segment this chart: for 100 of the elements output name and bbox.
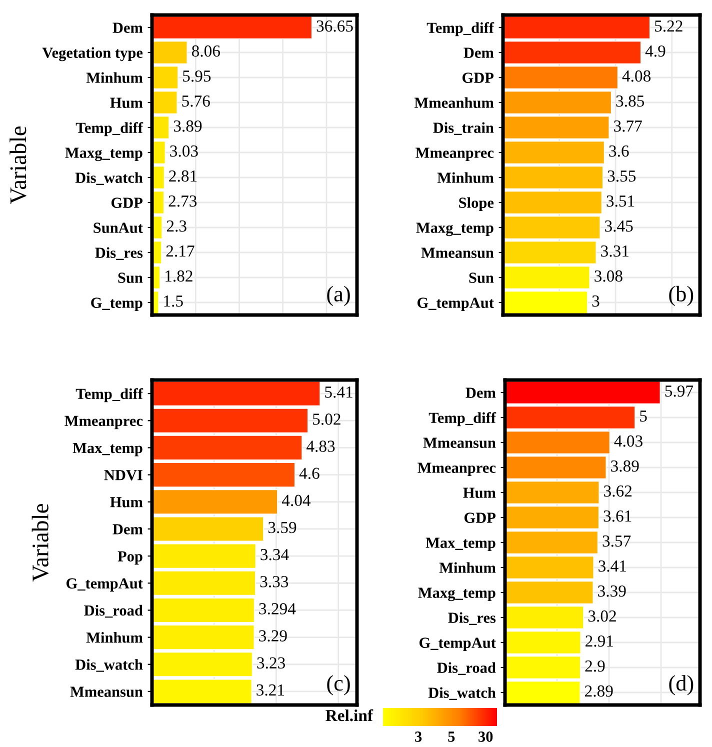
data-label: 3.39 <box>598 585 626 597</box>
bar <box>505 380 661 404</box>
data-label: 5.41 <box>325 386 352 398</box>
bar <box>152 16 312 40</box>
y-tick-label: Mmeanhum <box>414 97 494 108</box>
bar <box>503 266 590 290</box>
y-tick-label: G_tempAut <box>417 298 494 312</box>
data-label: 4.83 <box>306 440 335 452</box>
data-label: 3.85 <box>616 95 644 107</box>
y-tick-label: Temp_diff <box>76 388 144 402</box>
data-label: 3.31 <box>601 245 628 257</box>
bar <box>152 543 256 569</box>
data-label: 4.04 <box>282 494 311 506</box>
data-label: 3.57 <box>602 535 631 547</box>
data-label: 2.17 <box>166 245 194 257</box>
y-tick-label: Mmeanprec <box>416 148 494 162</box>
y-tick-label: Maxg_temp <box>416 222 494 236</box>
y-tick-label: Hum <box>463 488 496 498</box>
annotation: (c) <box>327 675 350 696</box>
annotation: (a) <box>327 286 350 306</box>
data-label: 3.77 <box>614 120 642 132</box>
bar <box>503 290 588 314</box>
bar <box>505 480 600 504</box>
data-label: 3.21 <box>256 684 284 696</box>
y-tick-label: Mmeansun <box>421 248 494 258</box>
data-label: 3.02 <box>588 610 616 622</box>
y-tick-label: G_tempAut <box>419 638 496 652</box>
text: 30 <box>478 732 493 742</box>
y-tick-label: Temp_diff <box>76 122 144 136</box>
y-tick-label: Dem <box>112 524 143 534</box>
data-label: 2.91 <box>586 635 613 647</box>
y-tick-label: GDP <box>111 198 143 208</box>
data-label: 3.61 <box>604 510 632 522</box>
y-tick-label: Dis_watch <box>428 687 496 700</box>
data-label: 3.33 <box>260 576 288 588</box>
data-label: 5.22 <box>655 20 682 32</box>
y-tick-label: Dis_watch <box>75 659 143 672</box>
bar <box>503 66 618 90</box>
y-tick-label: Sun <box>469 272 494 283</box>
bar <box>152 408 308 434</box>
data-label: 4.9 <box>645 45 666 57</box>
data-label: 3 <box>592 295 600 307</box>
data-label: 3.55 <box>608 170 636 182</box>
data-label: 3.89 <box>174 120 202 132</box>
y-tick-label: Sun <box>118 272 143 283</box>
bar <box>505 530 598 554</box>
y-axis-title: Variable <box>32 504 49 582</box>
y-tick-label: Temp_diff <box>426 22 494 36</box>
bar <box>152 116 170 140</box>
y-tick-label: Dem <box>464 48 494 58</box>
y-tick-label: Maxg_temp <box>65 148 142 162</box>
bar <box>503 216 601 240</box>
y-tick-label: Dis_res <box>95 247 143 260</box>
bar <box>152 570 256 596</box>
y-tick-label: Pop <box>118 551 142 565</box>
data-label: 3.59 <box>268 522 296 534</box>
bar <box>505 680 581 704</box>
bar <box>152 380 320 406</box>
y-axis-title: Variable <box>10 126 26 204</box>
bar <box>505 656 581 680</box>
data-label: 3.34 <box>260 549 289 560</box>
bar <box>503 40 642 64</box>
y-tick-label: Max_temp <box>72 443 142 456</box>
data-label: 2.3 <box>166 220 186 232</box>
y-tick-label: GDP <box>464 512 496 523</box>
y-tick-label: GDP <box>462 72 494 83</box>
bar <box>152 516 264 542</box>
data-label: 3.51 <box>606 195 634 207</box>
data-label: 5.97 <box>665 385 694 397</box>
y-tick-label: Temp_diff <box>428 412 496 426</box>
bar <box>505 556 594 580</box>
bar <box>503 140 605 164</box>
bar <box>505 506 600 530</box>
y-tick-label: G_temp <box>91 298 142 312</box>
y-tick-label: Dis_watch <box>75 172 143 185</box>
bar <box>152 678 252 704</box>
data-label: 1.82 <box>166 270 192 282</box>
y-tick-label: Hum <box>110 497 143 508</box>
y-tick-label: Mmeansun <box>70 686 143 697</box>
data-label: 3.45 <box>605 220 633 232</box>
y-tick-label: Maxg_temp <box>418 588 496 602</box>
annotation: (d) <box>669 675 694 696</box>
y-tick-label: Dis_road <box>437 662 496 675</box>
y-tick-label: Dem <box>112 22 143 33</box>
data-label: 36.65 <box>316 20 353 32</box>
data-label: 4.03 <box>614 435 642 447</box>
y-tick-label: Dis_train <box>433 122 494 135</box>
bar <box>503 116 610 140</box>
y-tick-label: Minhum <box>86 632 143 643</box>
data-label: 3.03 <box>170 145 198 157</box>
data-label: 3.23 <box>257 657 286 669</box>
data-label: 5 <box>640 410 647 422</box>
bar <box>505 406 636 430</box>
bar <box>503 240 597 264</box>
y-tick-label: Max_temp <box>426 538 496 552</box>
data-label: 3.6 <box>609 145 629 157</box>
data-label: 2.81 <box>169 170 197 182</box>
data-label: 3.41 <box>598 560 626 572</box>
bar <box>505 630 582 654</box>
bar <box>152 652 253 677</box>
